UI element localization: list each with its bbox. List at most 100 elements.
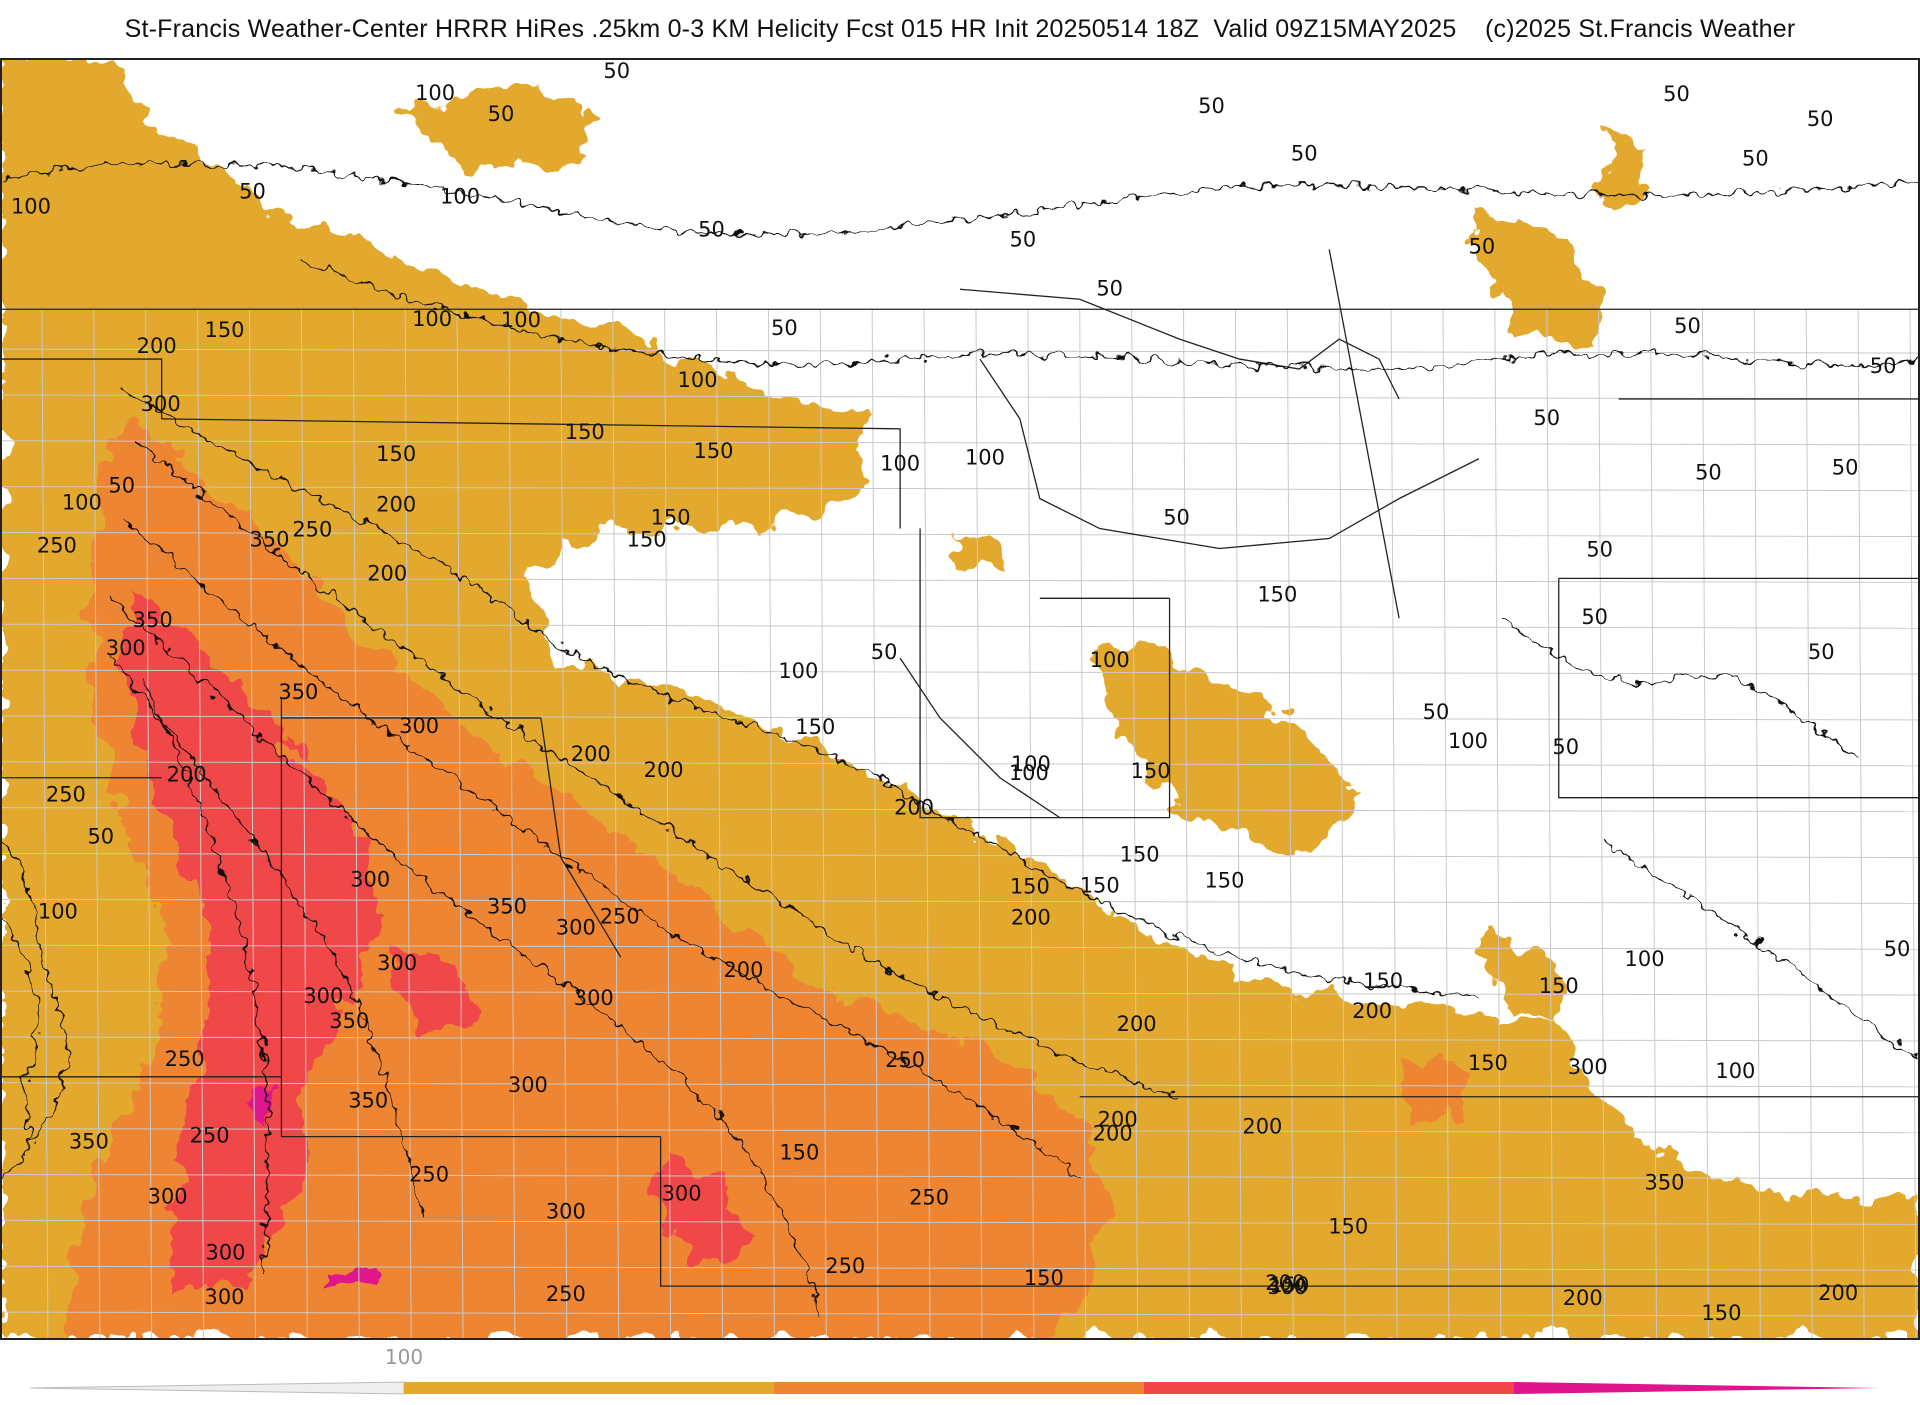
coastline-2 bbox=[979, 358, 1480, 550]
county-line bbox=[1079, 309, 1087, 1338]
helicity-band-100-north bbox=[401, 79, 601, 170]
contour-value-label: 300 bbox=[206, 1240, 246, 1264]
contour-value-label: 150 bbox=[1024, 1266, 1064, 1290]
county-line bbox=[2, 1128, 1918, 1134]
contour-value-label: 250 bbox=[825, 1254, 865, 1278]
county-line bbox=[41, 309, 49, 1338]
contour-value-label: 350 bbox=[348, 1089, 388, 1113]
county-lines-layer bbox=[2, 309, 1918, 1338]
contour-value-label: 150 bbox=[1204, 868, 1244, 892]
contour-value-label: 100 bbox=[1448, 729, 1488, 753]
county-line bbox=[93, 309, 101, 1338]
county-line bbox=[975, 309, 983, 1338]
contour-value-label: 50 bbox=[1807, 107, 1834, 131]
contour-value-label: 150 bbox=[1120, 843, 1160, 867]
county-line bbox=[1286, 309, 1294, 1338]
contour-value-label: 50 bbox=[1291, 142, 1318, 166]
county-line bbox=[248, 309, 256, 1338]
contour-value-label: 250 bbox=[165, 1047, 205, 1071]
contour-value-label: 50 bbox=[1010, 227, 1037, 251]
county-line bbox=[2, 623, 1918, 629]
contour-value-label: 200 bbox=[644, 758, 684, 782]
county-line bbox=[2, 715, 1918, 721]
county-line bbox=[716, 309, 723, 1338]
contour-value-label: 300 bbox=[303, 984, 343, 1008]
contour-value-label: 50 bbox=[1552, 735, 1579, 759]
contour-value-label: 350 bbox=[487, 894, 527, 918]
map-title: St-Francis Weather-Center HRRR HiRes .25… bbox=[124, 14, 1796, 43]
contour-value-label: 150 bbox=[1363, 969, 1403, 993]
contour-value-label: 50 bbox=[1096, 276, 1123, 300]
state-border-9 bbox=[540, 717, 622, 958]
legend-band-400-wedge bbox=[1514, 1382, 1880, 1394]
county-line bbox=[2, 944, 1918, 950]
contour-value-label: 200 bbox=[1011, 905, 1051, 929]
contour-value-label: 300 bbox=[1568, 1055, 1608, 1079]
state-border-14 bbox=[1558, 578, 1918, 799]
county-line bbox=[1598, 309, 1606, 1338]
contour-value-label: 200 bbox=[1093, 1122, 1133, 1146]
contour-value-label: 300 bbox=[508, 1073, 548, 1097]
contour-value-label: 250 bbox=[190, 1124, 230, 1148]
county-line bbox=[2, 440, 1918, 446]
contour-100-edge bbox=[121, 388, 1479, 998]
county-line bbox=[1857, 309, 1865, 1338]
contour-value-label: 250 bbox=[885, 1048, 925, 1072]
color-legend: 100 bbox=[0, 1340, 1920, 1400]
county-line bbox=[2, 486, 1918, 492]
contour-value-label: 300 bbox=[377, 951, 417, 975]
contour-value-label: 50 bbox=[1423, 700, 1450, 724]
legend-band-200 bbox=[774, 1382, 1144, 1394]
contour-value-label: 300 bbox=[205, 1285, 245, 1309]
contour-50-north bbox=[2, 162, 1918, 236]
county-line bbox=[1650, 309, 1658, 1338]
legend-tick-label: 100 bbox=[385, 1345, 423, 1369]
county-line bbox=[2, 807, 1918, 813]
legend-lower-wedge bbox=[29, 1381, 405, 1395]
helicity-band-100-central bbox=[500, 309, 861, 499]
contour-value-label: 100 bbox=[415, 81, 455, 105]
contour-value-label: 100 bbox=[678, 368, 718, 392]
county-line bbox=[300, 309, 308, 1338]
county-line bbox=[2, 853, 1918, 859]
county-line bbox=[2, 1219, 1918, 1225]
contour-value-label: 150 bbox=[1269, 1273, 1309, 1297]
contour-value-label: 200 bbox=[1352, 999, 1392, 1023]
state-border-2 bbox=[161, 418, 901, 529]
contour-250-edge bbox=[111, 597, 821, 1317]
county-line bbox=[2, 1174, 1918, 1179]
county-line bbox=[2, 1036, 1918, 1042]
contour-value-label: 100 bbox=[62, 491, 102, 515]
contour-value-label: 250 bbox=[909, 1185, 949, 1209]
contour-value-label: 50 bbox=[603, 60, 630, 83]
contour-value-label: 150 bbox=[1131, 759, 1171, 783]
contour-value-label: 100 bbox=[1625, 947, 1665, 971]
contour-value-label: 350 bbox=[133, 608, 173, 632]
contour-value-label: 100 bbox=[412, 307, 452, 331]
contour-value-label: 150 bbox=[1701, 1301, 1741, 1325]
helicity-band-200 bbox=[61, 418, 1110, 1338]
contour-value-label: 200 bbox=[367, 561, 407, 585]
contour-value-label: 350 bbox=[278, 680, 318, 704]
contour-150-edge bbox=[131, 438, 1180, 1098]
helicity-band-300-b bbox=[660, 1156, 751, 1267]
contour-value-label: 300 bbox=[574, 986, 614, 1010]
county-line bbox=[1027, 309, 1035, 1338]
county-line bbox=[1546, 309, 1554, 1338]
county-line bbox=[1494, 309, 1502, 1338]
contour-value-label: 150 bbox=[1328, 1214, 1368, 1238]
contour-value-label: 150 bbox=[1010, 874, 1050, 898]
county-line bbox=[197, 309, 205, 1338]
contour-200-edge bbox=[121, 518, 1081, 1178]
county-line bbox=[2, 394, 1918, 400]
county-line bbox=[1338, 309, 1346, 1338]
helicity-band-100-michigan bbox=[1089, 638, 1360, 858]
contour-value-label: 100 bbox=[1011, 752, 1051, 776]
contour-50-mid bbox=[301, 258, 1918, 370]
helicity-fill-layer bbox=[2, 60, 1918, 1338]
county-line bbox=[2, 990, 1918, 996]
contour-value-label: 50 bbox=[1163, 506, 1190, 530]
contour-value-label: 50 bbox=[1533, 406, 1560, 430]
contour-value-label: 150 bbox=[565, 420, 605, 444]
